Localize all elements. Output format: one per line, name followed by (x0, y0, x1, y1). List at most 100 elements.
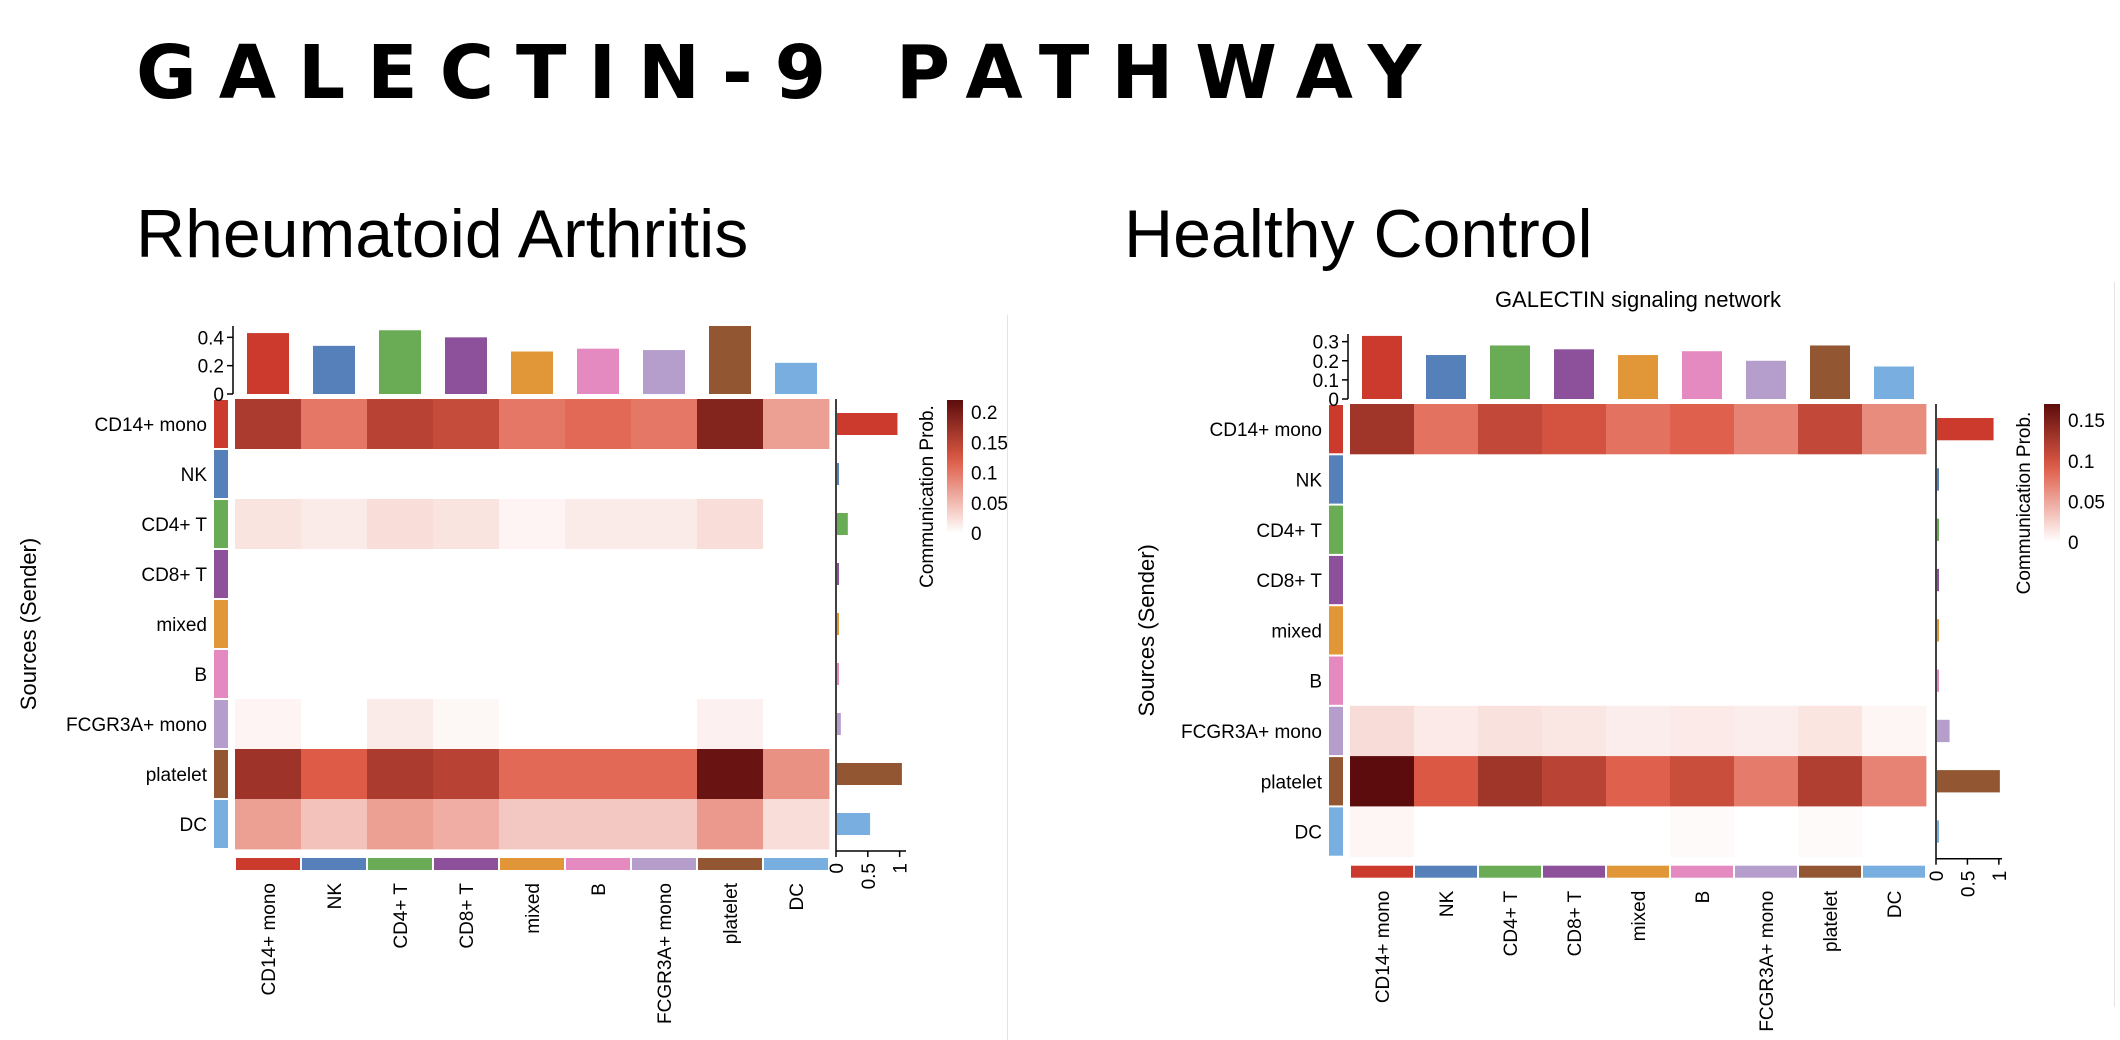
heatmap-cell (1862, 404, 1927, 455)
heatmap-cell (631, 499, 698, 550)
heatmap-cell (763, 549, 830, 600)
col-label: NK (1437, 890, 1458, 917)
top-axis-tick-label: 0.1 (1313, 371, 1339, 392)
right-bar (837, 413, 898, 435)
top-bar (1618, 355, 1658, 399)
heatmap-cell (235, 449, 302, 500)
top-bar (379, 330, 421, 394)
heatmap-cell (565, 449, 632, 500)
top-axis-tick-label: 0.3 (1313, 333, 1339, 354)
heatmap-cell (631, 399, 698, 450)
heatmap-cell (235, 549, 302, 600)
top-bar (577, 348, 619, 394)
heatmap-cell (631, 699, 698, 750)
heatmap-cell (433, 749, 500, 800)
y-axis-title: Sources (Sender) (16, 538, 41, 710)
top-bar (247, 333, 289, 394)
top-axis-tick-label: 0 (1328, 390, 1339, 411)
col-label: CD4+ T (1501, 890, 1522, 956)
heatmap-cell (1606, 806, 1671, 858)
col-color-swatch (434, 858, 498, 870)
legend-tick-label: 0.2 (971, 403, 997, 424)
heatmap-cell (1478, 454, 1543, 505)
top-axis-tick-label: 0.4 (198, 328, 225, 349)
legend-tick-label: 0 (971, 524, 982, 545)
col-label: DC (1885, 891, 1906, 918)
heatmap-cell (301, 699, 368, 750)
heatmap-cell (1606, 404, 1671, 455)
heatmap-cell (367, 399, 434, 450)
row-label: FCGR3A+ mono (1181, 722, 1322, 743)
heatmap-cell (1542, 655, 1607, 707)
heatmap-cell (565, 499, 632, 550)
heatmap-cell (697, 499, 764, 550)
col-color-swatch (500, 858, 564, 870)
right-bar (1937, 770, 2000, 793)
heatmap-cell (433, 399, 500, 450)
row-label: CD8+ T (1256, 571, 1322, 592)
heatmap-cell (1798, 554, 1863, 606)
heatmap-cell (1478, 605, 1543, 656)
heatmap-cell (631, 799, 698, 850)
heatmap-cell (631, 749, 698, 800)
row-label: B (1309, 672, 1322, 693)
legend-tick-label: 0.1 (2068, 452, 2094, 473)
heatmap-cell (1350, 454, 1415, 505)
heatmap-cell (763, 749, 830, 800)
top-bar (1874, 366, 1914, 399)
heatmap-cell (1414, 504, 1479, 556)
right-bar (1937, 719, 1950, 743)
heatmap-cell (235, 699, 302, 750)
heatmap-cell (301, 449, 368, 500)
heatmap-cell (1670, 756, 1735, 807)
col-color-swatch (1479, 865, 1541, 878)
heatmap-cell (1862, 605, 1927, 656)
col-label: DC (787, 883, 808, 910)
heatmap-cell (235, 749, 302, 800)
heatmap-cell (631, 649, 698, 700)
heatmap-cell (1798, 454, 1863, 505)
heatmap-cell (1670, 806, 1735, 858)
heatmap-cell (1862, 454, 1927, 505)
color-legend-bar (2044, 404, 2060, 542)
heatmap-cell (1798, 404, 1863, 455)
heatmap-cell (1350, 504, 1415, 556)
right-bar (837, 763, 902, 785)
top-bar (775, 362, 817, 394)
heatmap-cell (1414, 705, 1479, 757)
heatmap-cell (499, 749, 566, 800)
heatmap-cell (433, 649, 500, 700)
heatmap-cell (1478, 806, 1543, 858)
heatmap-cell (697, 549, 764, 600)
heatmap-cell (1798, 655, 1863, 707)
heatmap-cell (367, 749, 434, 800)
legend-title: Communication Prob. (2014, 412, 2035, 595)
heatmap-cell (499, 549, 566, 600)
heatmap-cell (1350, 655, 1415, 707)
right-axis-tick-label: 0 (1927, 871, 1948, 882)
col-color-swatch (1351, 865, 1413, 878)
heatmap-cell (1542, 454, 1607, 505)
heatmap-cell (301, 549, 368, 600)
col-color-swatch (764, 858, 828, 870)
col-color-swatch (1543, 865, 1605, 878)
heatmap-cell (499, 799, 566, 850)
heatmap-cell (763, 599, 830, 650)
heatmap-chart-ra: CD14+ mono NK CD4+ T CD8+ T mixed B FCGR3A+ mo… (16, 326, 1008, 1024)
heatmap-cell (499, 599, 566, 650)
row-color-swatch (1329, 405, 1343, 454)
heatmap-cell (1350, 404, 1415, 455)
heatmap-cell (1734, 454, 1799, 505)
row-color-swatch (214, 450, 228, 498)
right-bar (837, 613, 839, 635)
top-axis-tick-label: 0.2 (1313, 352, 1339, 373)
heatmap-cell (1862, 554, 1927, 606)
heatmap-cell (1734, 806, 1799, 858)
col-color-swatch (1415, 865, 1477, 878)
right-bar (837, 563, 839, 585)
heatmap-cell (1798, 705, 1863, 757)
right-axis-tick-label: 0 (827, 863, 848, 874)
heatmap-cell (301, 649, 368, 700)
heatmap-cell (1478, 655, 1543, 707)
col-color-swatch (1735, 865, 1797, 878)
